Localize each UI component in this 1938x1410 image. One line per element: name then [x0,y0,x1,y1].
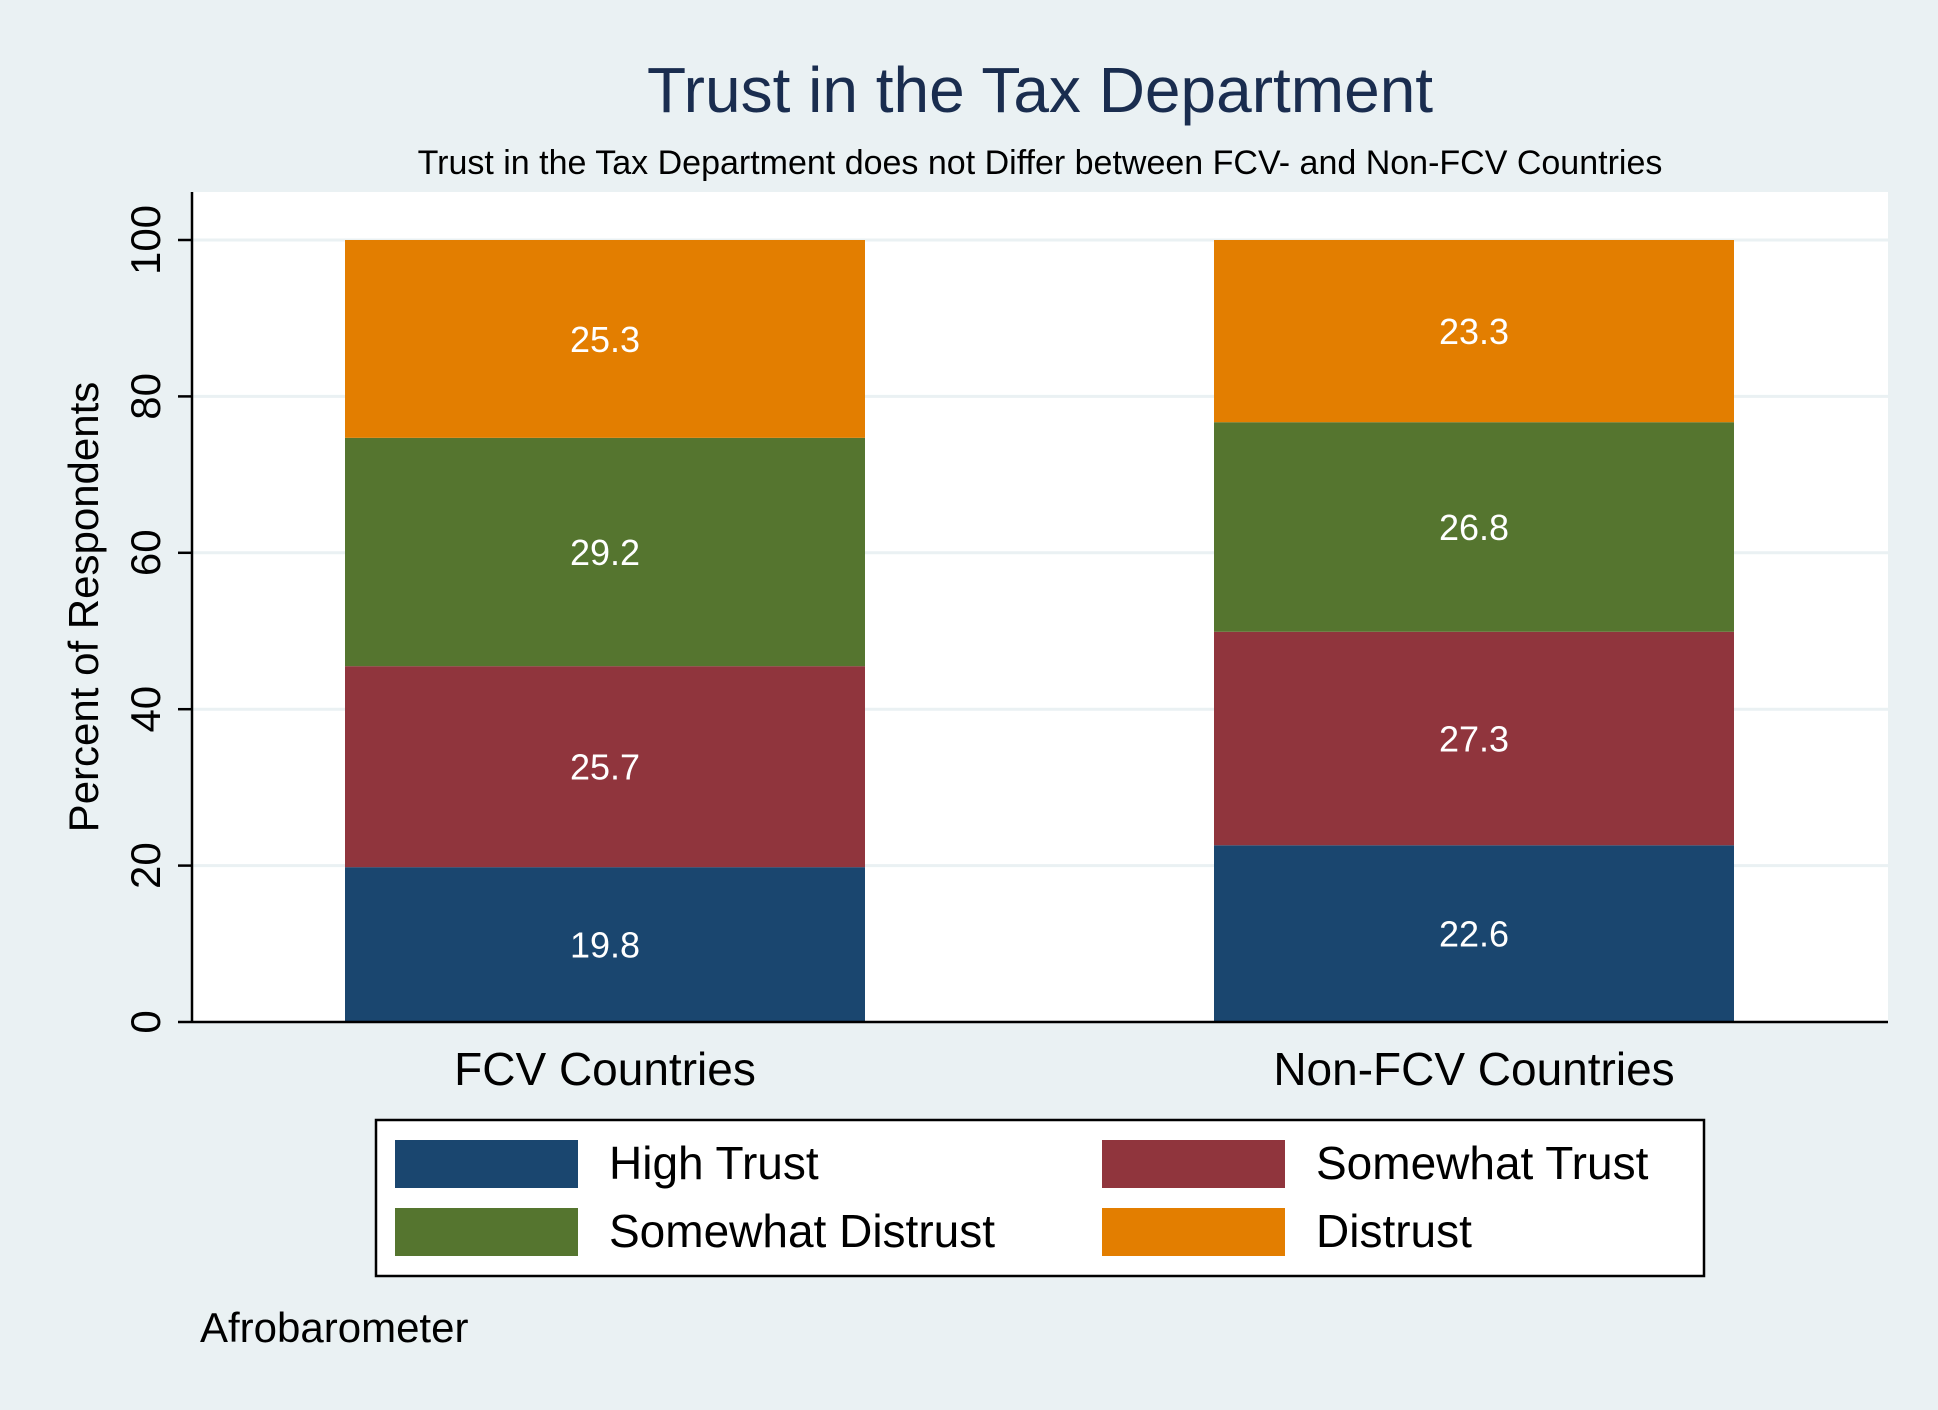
y-tick-label: 20 [122,842,169,889]
y-ticks [178,238,192,1024]
y-tick-label: 40 [122,686,169,733]
y-tick-label: 80 [122,373,169,420]
legend-label: High Trust [609,1137,819,1189]
x-tick-labels: FCV Countries Non-FCV Countries [454,1043,1675,1095]
legend-label: Somewhat Distrust [609,1205,995,1257]
bar-value-label: 27.3 [1439,719,1509,760]
legend-swatch [1102,1208,1285,1256]
bar-segment [1214,845,1734,1022]
x-tick-label: FCV Countries [454,1043,756,1095]
y-tick-label: 100 [122,205,169,275]
bar-segment [345,437,865,667]
bars [345,240,1734,1022]
legend-swatch [1102,1140,1285,1188]
bar-value-label: 29.2 [570,532,640,573]
x-tick-label: Non-FCV Countries [1273,1043,1674,1095]
source-note: Afrobarometer [200,1304,468,1351]
legend-swatch [395,1208,578,1256]
y-tick-label: 60 [122,529,169,576]
bar-segment [1214,422,1734,632]
chart-title: Trust in the Tax Department [647,54,1433,126]
chart-subtitle: Trust in the Tax Department does not Dif… [418,144,1663,182]
bar-segment [1214,240,1734,423]
bar-labels: 19.8 25.7 29.2 25.3 22.6 27.3 26.8 23.3 [570,311,1509,965]
legend-label: Somewhat Trust [1316,1137,1649,1189]
bar-segment [345,867,865,1022]
legend-swatch [395,1140,578,1188]
bar-value-label: 22.6 [1439,914,1509,955]
y-tick-label: 0 [122,1010,169,1033]
bar-segment [345,240,865,438]
bar-value-label: 23.3 [1439,311,1509,352]
bar-segment [1214,631,1734,846]
legend-items: High Trust Somewhat Trust Somewhat Distrus… [395,1137,1649,1257]
y-tick-labels: 0 20 40 60 80 100 [122,205,169,1034]
bar-value-label: 19.8 [570,925,640,966]
legend: High Trust Somewhat Trust Somewhat Distrus… [374,1118,1706,1278]
bar-value-label: 25.7 [570,747,640,788]
bar-value-label: 25.3 [570,319,640,360]
y-axis-label: Percent of Respondents [60,382,107,833]
bar-segment [345,666,865,868]
bar-value-label: 26.8 [1439,507,1509,548]
legend-frame [374,1118,1706,1278]
legend-label: Distrust [1316,1205,1472,1257]
